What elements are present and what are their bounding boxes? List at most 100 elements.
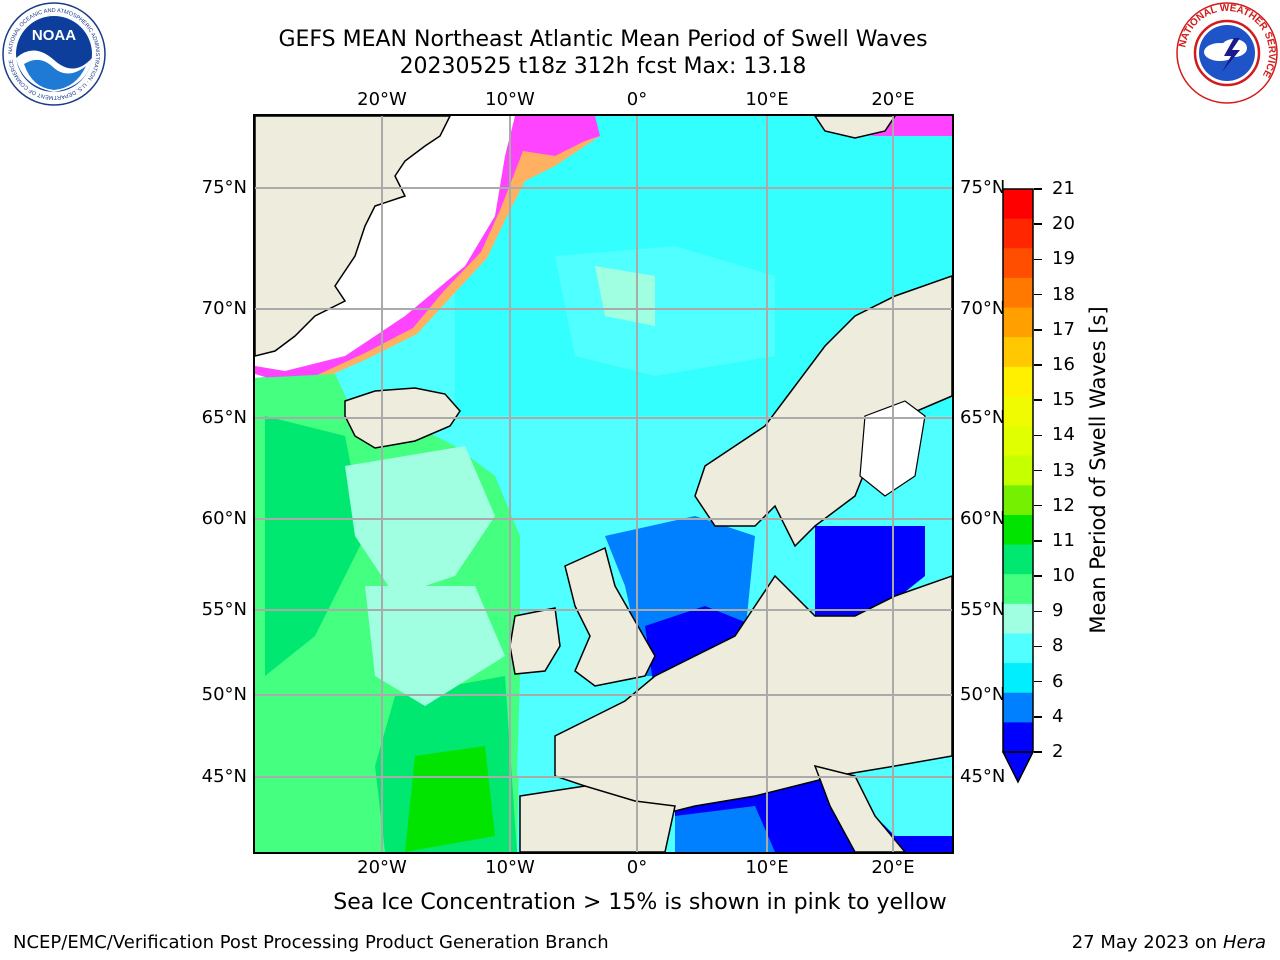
lat-label-right: 50°N [960,684,1006,705]
lon-label-bottom: 10°E [745,857,789,878]
colorbar-segment [1003,218,1033,249]
lon-label-top: 20°E [871,89,915,110]
colorbar-tick [1034,258,1042,261]
colorbar [1002,188,1035,784]
colorbar-segment [1003,633,1033,664]
chart-subtitle: 20230525 t18z 312h fcst Max: 13.18 [399,54,807,79]
nws-logo: NATIONAL WEATHER SERVICE [1176,2,1278,104]
colorbar-tick-label: 21 [1052,178,1075,199]
colorbar-tick-label: 8 [1052,635,1064,657]
colorbar-tick-label: 9 [1052,600,1064,622]
colorbar-tick [1034,575,1042,577]
colorbar-segment [1003,455,1033,486]
lon-label-bottom: 20°E [871,857,915,878]
colorbar-tick [1034,188,1042,190]
colorbar-tick-label: 14 [1052,424,1075,446]
lat-label-right: 60°N [960,508,1006,529]
colorbar-segment [1003,485,1033,516]
colorbar-tick-label: 19 [1052,248,1075,270]
colorbar-segment [1003,426,1033,457]
swell-period-map [255,116,952,852]
lon-label-bottom: 0° [626,857,648,878]
great-britain-land [564,546,656,687]
date-text: 27 May 2023 on [1071,932,1218,953]
colorbar-tick-label: 17 [1052,318,1075,340]
chart-title: GEFS MEAN Northeast Atlantic Mean Period… [278,27,928,52]
host-name: Hera [1222,932,1266,953]
date-stamp: 27 May 2023 on Hera [1072,932,1266,953]
colorbar-tick [1034,540,1042,542]
lon-label-top: 10°W [485,89,535,110]
lon-label-top: 10°E [745,89,789,110]
lat-label-left: 70°N [201,298,247,319]
colorbar-tick-label: 11 [1052,529,1075,551]
colorbar-tick-label: 2 [1052,741,1064,762]
colorbar-segment [1003,337,1033,368]
colorbar-segment [1003,396,1033,427]
lat-label-left: 50°N [201,684,247,705]
lon-label-bottom: 20°W [357,857,407,878]
lon-label-bottom: 10°W [485,857,535,878]
colorbar-segment [1003,574,1033,605]
colorbar-tick [1034,716,1042,718]
lon-label-top: 0° [626,89,648,110]
lat-label-left: 60°N [201,508,247,529]
lat-label-right: 70°N [960,298,1006,319]
atlantic-aqua-2 [365,586,505,706]
colorbar-segment [1003,366,1033,397]
lat-label-left: 65°N [201,407,247,428]
arctic-patch-2 [595,266,655,326]
colorbar-tick [1034,293,1042,296]
colorbar-extend-arrow [1002,751,1035,784]
lat-label-right: 65°N [960,407,1006,428]
svalbard-land [814,116,896,139]
colorbar-segment [1003,603,1033,634]
colorbar-segment [1003,248,1033,279]
colorbar-segment [1003,692,1033,723]
sea-ice-footnote: Sea Ice Concentration > 15% is shown in … [333,890,947,915]
baltic-sea [815,526,925,626]
map-panel [253,114,954,854]
colorbar-tick-label: 15 [1052,389,1075,411]
noaa-logo-text: NOAA [32,27,76,44]
colorbar-tick-label: 12 [1052,494,1075,516]
colorbar-tick [1034,645,1042,648]
colorbar-tick [1034,399,1042,401]
colorbar-segment [1003,189,1033,220]
greenland-land [255,116,451,357]
colorbar-tick-label: 13 [1052,459,1075,481]
lat-label-right: 45°N [960,766,1006,787]
colorbar-outline [1002,188,1034,753]
colorbar-tick [1034,504,1042,507]
colorbar-tick-label: 4 [1052,705,1064,727]
colorbar-tick [1034,680,1042,683]
colorbar-tick-label: 20 [1052,213,1075,235]
colorbar-tick-label: 10 [1052,565,1075,587]
colorbar-tick [1034,223,1042,225]
colorbar-tick-label: 18 [1052,283,1075,305]
colorbar-tick-label: 6 [1052,670,1064,692]
colorbar-tick [1034,364,1042,366]
atlantic-green-4 [405,746,495,852]
colorbar-segment [1003,544,1033,575]
colorbar-segment [1003,722,1033,753]
colorbar-segment [1003,307,1033,338]
lat-label-right: 55°N [960,599,1006,620]
noaa-logo: NOAA NATIONAL OCEANIC AND ATMOSPHERIC AD… [2,2,106,106]
credit-line: NCEP/EMC/Verification Post Processing Pr… [13,932,609,953]
colorbar-tick [1034,434,1042,437]
colorbar-label: Mean Period of Swell Waves [s] [1086,306,1110,634]
colorbar-tick [1034,751,1042,753]
lat-label-right: 75°N [960,177,1006,198]
lat-label-left: 55°N [201,599,247,620]
colorbar-tick-label: 16 [1052,353,1075,375]
graticule [255,116,952,852]
colorbar-segment [1003,277,1033,309]
colorbar-tick [1034,610,1042,612]
mediterranean-west [675,806,775,852]
colorbar-segment [1003,663,1033,694]
lat-label-left: 45°N [201,766,247,787]
colorbar-segment [1003,514,1033,546]
lat-label-left: 75°N [201,177,247,198]
lon-label-top: 20°W [357,89,407,110]
